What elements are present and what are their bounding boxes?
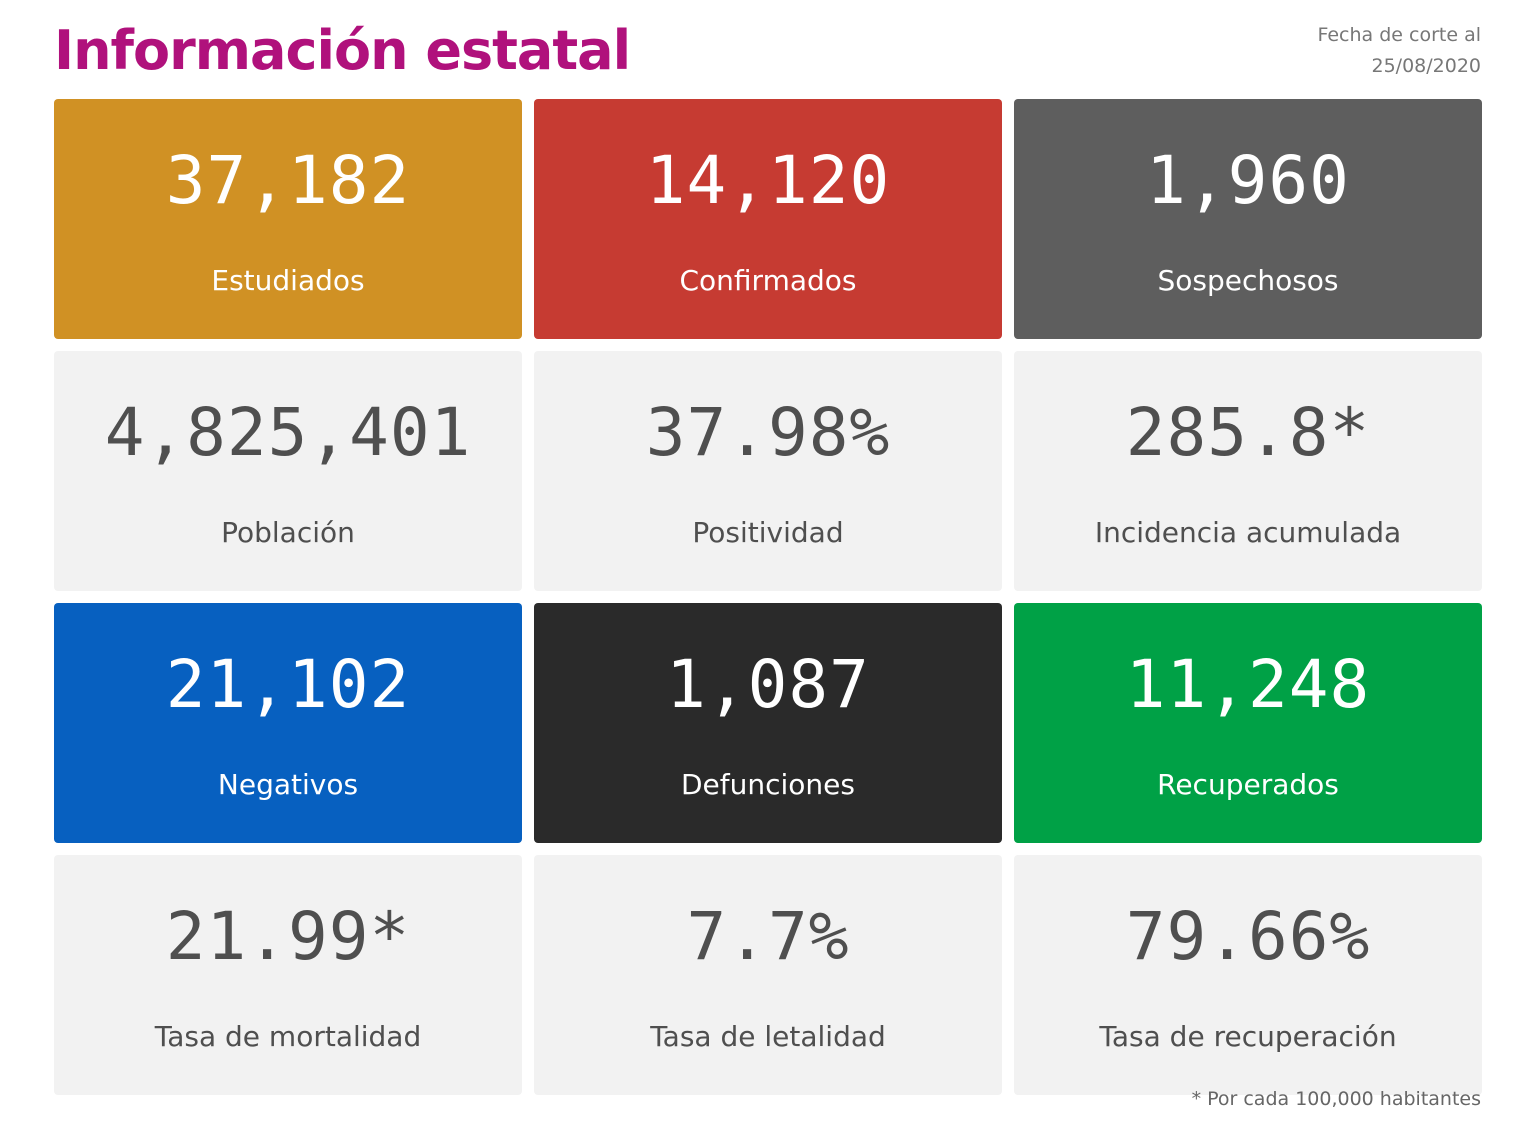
confirmados-label: Confirmados [679,264,857,297]
letalidad-value: 7.7% [686,898,850,975]
negativos-label: Negativos [217,768,359,801]
cutoff-date-info: Fecha de corte al 25/08/2020 [1317,20,1481,82]
defunciones-label: Defunciones [680,768,855,801]
cutoff-date: 25/08/2020 [1371,55,1481,77]
footnote: * Por cada 100,000 habitantes [1191,1088,1481,1110]
poblacion-value: 4,825,401 [104,394,472,471]
incidencia-label: Incidencia acumulada [1094,516,1402,549]
recuperacion-label: Tasa de recuperación [1099,1020,1397,1053]
stats-grid: 37,182 Estudiados 14,120 Confirmados 1,9… [54,99,1482,1095]
card-mortalidad: 21.99* Tasa de mortalidad [54,855,522,1095]
card-letalidad: 7.7% Tasa de letalidad [534,855,1002,1095]
positividad-value: 37.98% [645,394,891,471]
mortalidad-label: Tasa de mortalidad [154,1020,422,1053]
confirmados-value: 14,120 [645,142,891,219]
card-positividad: 37.98% Positividad [534,351,1002,591]
cutoff-label: Fecha de corte al [1317,24,1481,46]
incidencia-value: 285.8* [1125,394,1371,471]
card-sospechosos: 1,960 Sospechosos [1014,99,1482,339]
card-recuperados: 11,248 Recuperados [1014,603,1482,843]
positividad-label: Positividad [692,516,844,549]
negativos-value: 21,102 [165,646,411,723]
recuperados-value: 11,248 [1125,646,1371,723]
card-poblacion: 4,825,401 Población [54,351,522,591]
card-defunciones: 1,087 Defunciones [534,603,1002,843]
sospechosos-label: Sospechosos [1157,264,1339,297]
letalidad-label: Tasa de letalidad [650,1020,886,1053]
estudiados-label: Estudiados [211,264,365,297]
card-negativos: 21,102 Negativos [54,603,522,843]
recuperacion-value: 79.66% [1125,898,1371,975]
sospechosos-value: 1,960 [1146,142,1350,219]
defunciones-value: 1,087 [666,646,870,723]
page-title: Información estatal [54,19,631,82]
card-recuperacion: 79.66% Tasa de recuperación [1014,855,1482,1095]
card-estudiados: 37,182 Estudiados [54,99,522,339]
mortalidad-value: 21.99* [165,898,411,975]
estudiados-value: 37,182 [165,142,411,219]
card-confirmados: 14,120 Confirmados [534,99,1002,339]
card-incidencia: 285.8* Incidencia acumulada [1014,351,1482,591]
poblacion-label: Población [221,516,355,549]
recuperados-label: Recuperados [1157,768,1339,801]
